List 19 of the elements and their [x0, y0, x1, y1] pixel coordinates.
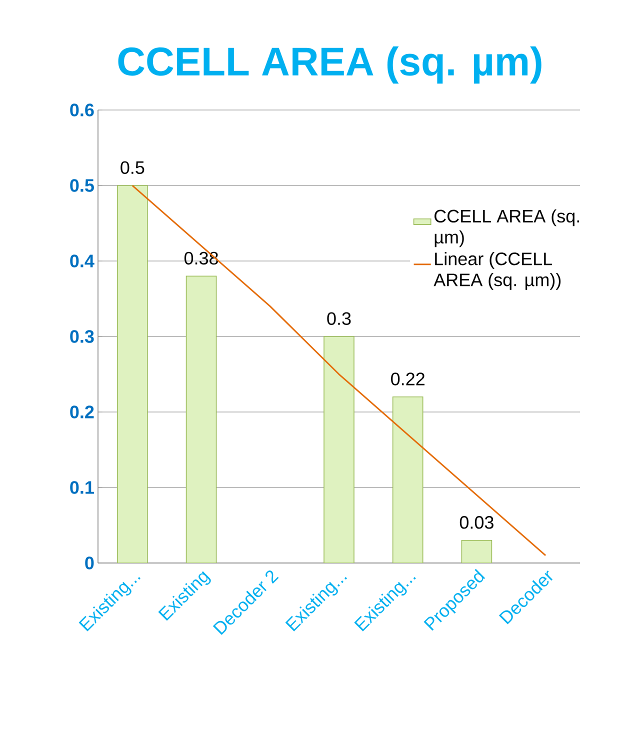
data-label: 0.5: [120, 161, 144, 174]
y-tick-label: 0: [85, 556, 94, 570]
data-label: 0.03: [460, 516, 494, 529]
bar: [324, 336, 354, 563]
chart-title: CCELL AREA (sq. µm): [118, 46, 542, 84]
data-label: 0.22: [391, 372, 424, 386]
y-tick-label: 0.2: [70, 406, 94, 418]
y-tick-label: 0.6: [70, 104, 94, 116]
legend-label: CCELL AREA (sq. µm): [434, 209, 579, 248]
y-tick-label: 0.3: [70, 330, 94, 343]
bar: [117, 185, 148, 563]
y-tick-label: 0.1: [70, 481, 94, 494]
data-label: 0.3: [327, 312, 351, 325]
bar: [461, 540, 492, 563]
bar: [392, 396, 424, 563]
y-tick-label: 0.5: [70, 179, 94, 192]
legend-label: Linear (CCELL AREA (sq. µm)): [434, 252, 561, 290]
bar: [186, 276, 217, 563]
y-tick-label: 0.4: [70, 254, 94, 268]
